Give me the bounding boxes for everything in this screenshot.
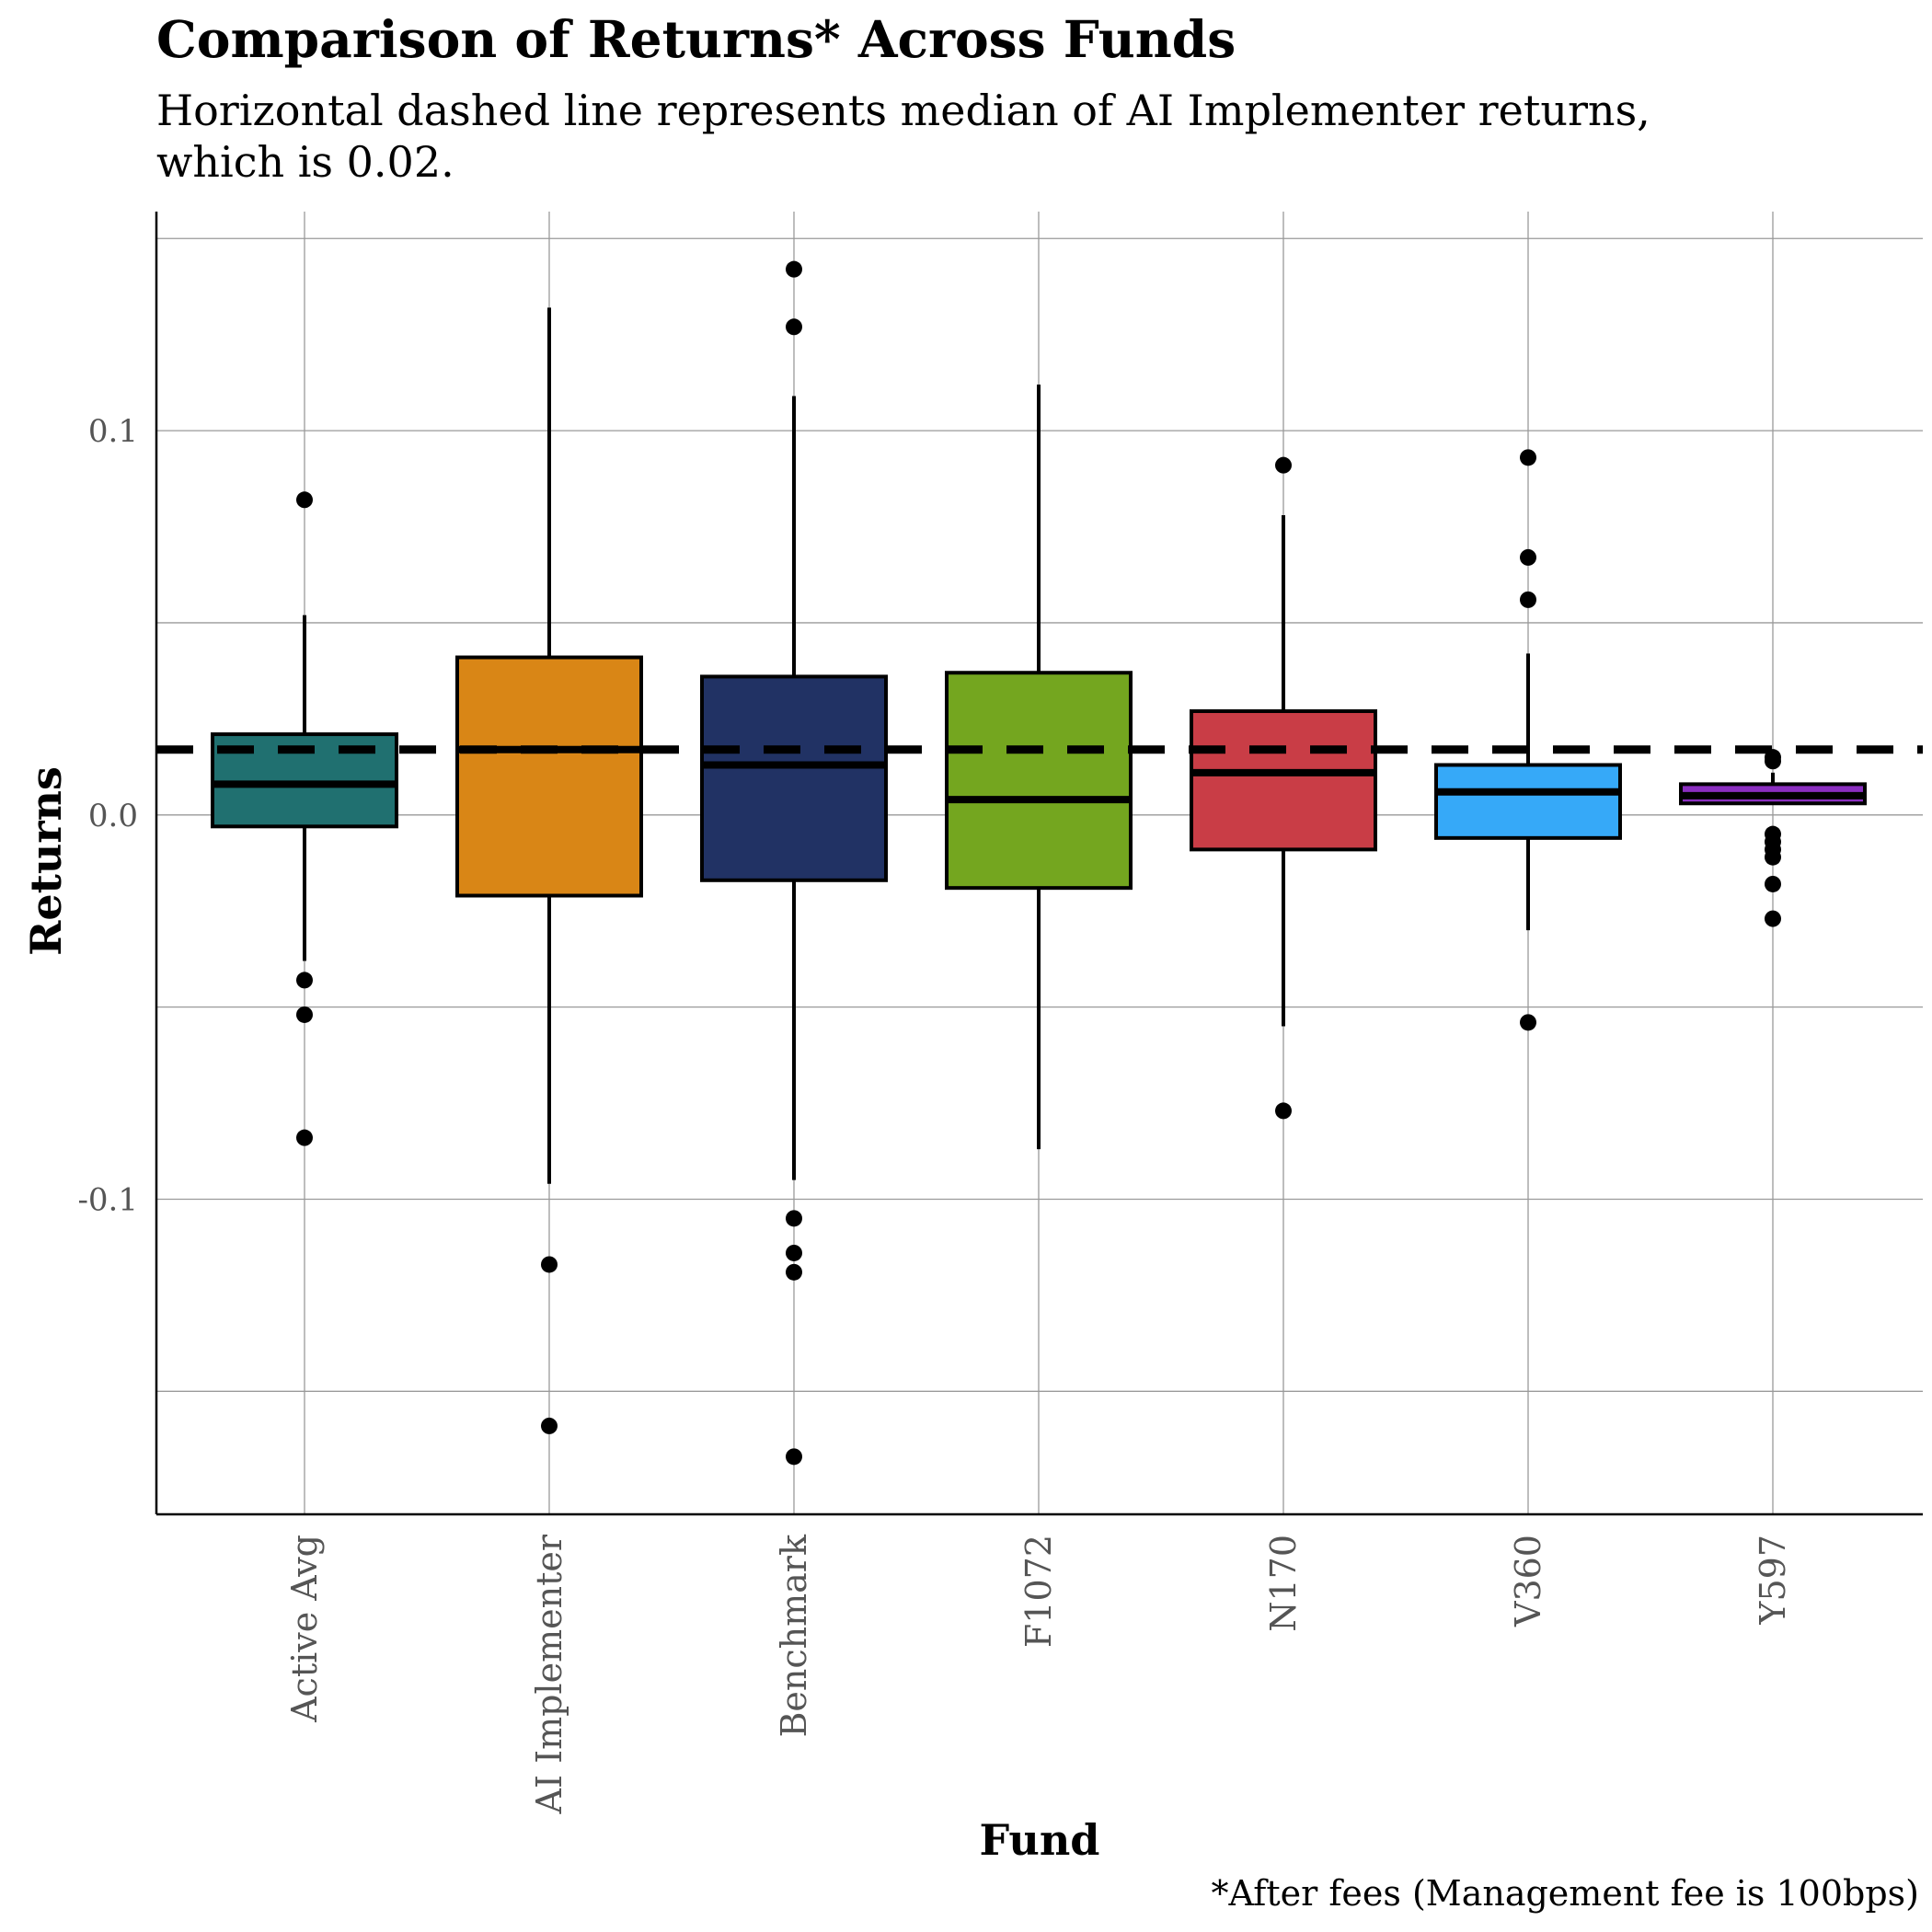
outlier-point (1520, 591, 1536, 608)
outlier-point (786, 1210, 802, 1227)
y-axis-title: Returns (21, 766, 71, 956)
box-iqr (455, 655, 643, 898)
box-layer (211, 307, 1867, 1184)
outlier-point (1765, 910, 1781, 927)
outlier-point (296, 972, 313, 989)
outlier-point (541, 1417, 558, 1434)
box-iqr (700, 674, 888, 882)
x-tick-label: Y597 (1753, 1535, 1793, 1626)
chart-subtitle: Horizontal dashed line represents median… (156, 86, 1650, 187)
box-n170 (1190, 514, 1377, 1027)
box-v360 (1434, 653, 1622, 931)
chart-title: Comparison of Returns* Across Funds (156, 9, 1236, 69)
outlier-point (296, 491, 313, 509)
y-tick-label: 0.0 (88, 798, 138, 834)
x-tick-label: Benchmark (774, 1534, 814, 1737)
outlier-point (1765, 875, 1781, 892)
outlier-point (296, 1129, 313, 1146)
box-ai-implementer (455, 307, 643, 1184)
outlier-point (1275, 1102, 1292, 1120)
outlier-point (1765, 753, 1781, 770)
outlier-point (1275, 456, 1292, 474)
outlier-point (1765, 848, 1781, 866)
outlier-point (786, 1263, 802, 1281)
box-active-avg (211, 615, 398, 961)
x-tick-label: AI Implementer (529, 1534, 569, 1814)
outlier-point (1520, 449, 1536, 466)
outlier-point (786, 1244, 802, 1261)
chart-caption: *After fees (Management fee is 100bps) (1211, 1873, 1920, 1914)
outlier-point (1520, 548, 1536, 566)
y-tick-label: -0.1 (77, 1181, 138, 1218)
box-f1072 (945, 384, 1133, 1150)
box-iqr (1434, 763, 1622, 840)
x-tick-label: V360 (1508, 1535, 1548, 1627)
y-tick-label: 0.1 (88, 413, 138, 450)
box-y597 (1679, 772, 1867, 806)
outlier-layer (296, 260, 1781, 1466)
axis-layer (155, 212, 1923, 1516)
outlier-point (786, 318, 802, 336)
outlier-point (541, 1256, 558, 1273)
outlier-point (786, 260, 802, 278)
y-tick-labels: 0.1 0.0 -0.1 (77, 413, 138, 1218)
box-iqr (1190, 709, 1377, 852)
x-tick-label: N170 (1263, 1535, 1304, 1632)
outlier-point (296, 1006, 313, 1023)
box-benchmark (700, 396, 888, 1180)
box-iqr (945, 671, 1133, 891)
outlier-point (1520, 1014, 1536, 1031)
x-tick-label: F1072 (1018, 1535, 1059, 1648)
x-axis-title: Fund (980, 1815, 1100, 1865)
x-tick-labels: Active Avg AI Implementer Benchmark F1072 N1… (284, 1534, 1793, 1814)
outlier-point (786, 1448, 802, 1466)
x-tick-label: Active Avg (284, 1535, 325, 1723)
